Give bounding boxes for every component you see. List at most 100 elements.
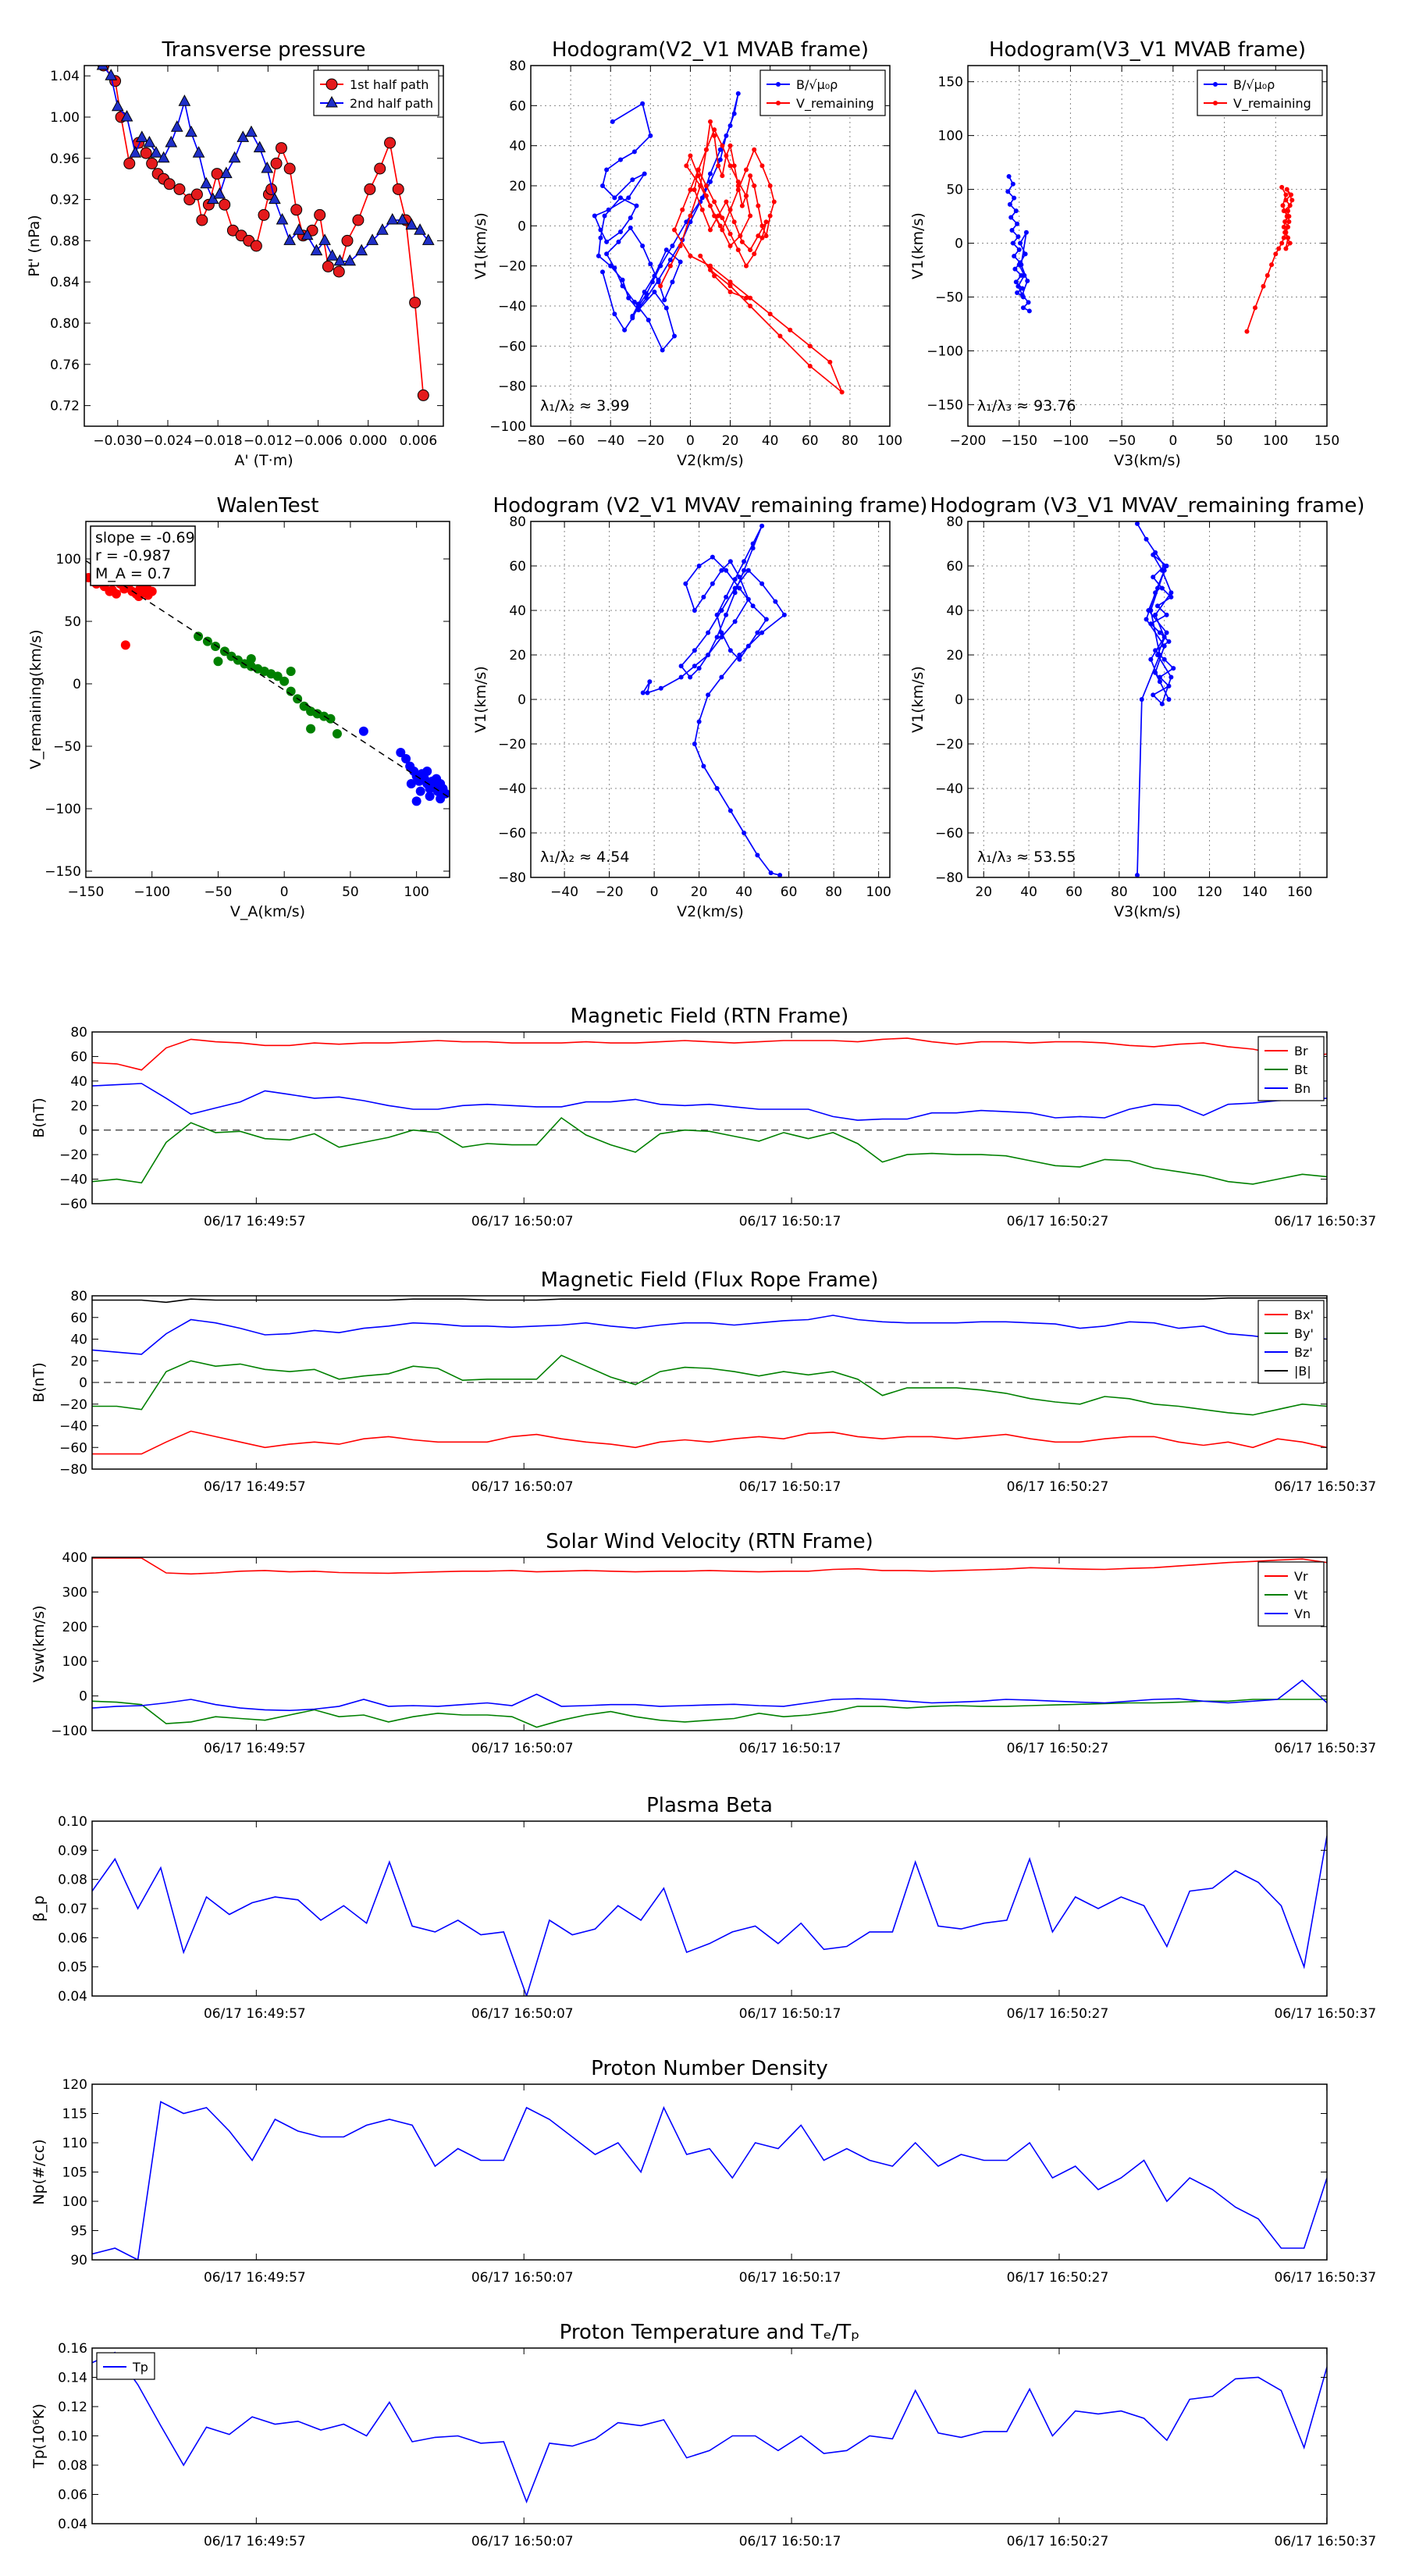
data-point [286,667,296,676]
data-point [767,183,773,188]
data-point [663,247,669,253]
x-tick-label: 100 [877,433,902,449]
x-tick-label: 06/17 16:50:27 [1007,2006,1109,2022]
y-tick-label: 40 [70,1332,87,1348]
data-point [712,133,717,138]
y-tick-label: 0 [79,1123,87,1139]
data-point [658,685,663,691]
data-point [712,127,717,133]
y-tick-label: 0.76 [50,358,80,373]
data-point [642,171,647,176]
data-point [698,253,703,258]
data-point [178,94,191,106]
data-point [1286,224,1291,229]
chart-panel-p8: Magnetic Field (Flux Rope Frame) −80 −60 −4… [30,1268,1376,1495]
y-tick-label: 20 [509,648,526,664]
y-tick-label: −60 [935,826,963,841]
data-point [1161,568,1167,573]
x-tick-label: 06/17 16:50:07 [471,1214,574,1229]
data-point [1287,240,1293,246]
data-point [807,343,813,349]
data-point [708,203,713,208]
y-tick-label: −100 [51,1724,87,1739]
data-point [386,212,399,225]
plot-area [92,1037,1327,1185]
data-point [358,726,368,736]
data-point [1281,208,1286,214]
plot-frame [91,1820,1328,1997]
x-tick-label: 06/17 16:50:37 [1274,2534,1376,2549]
data-point [406,779,416,788]
data-point [732,590,738,596]
y-tick-label: 300 [62,1585,87,1600]
chart-title-p4: WalenTest [217,494,319,518]
data-point [732,585,738,591]
data-point [717,147,723,152]
y-tick-label: 100 [62,2194,87,2210]
y-tick-label: 50 [64,614,81,630]
data-point [692,187,697,193]
y-tick-label: 0.92 [50,193,80,208]
y-tick-label: 80 [70,1289,87,1304]
data-point [192,146,205,158]
data-point [688,253,693,258]
data-point [1151,575,1156,580]
data-point [706,692,711,698]
data-point [200,176,213,189]
y-axis-label: V1(km/s) [472,212,489,279]
data-point [1159,585,1165,591]
data-point [279,676,290,686]
data-point [649,279,655,285]
data-point [737,585,742,591]
data-point [146,157,158,169]
data-point [684,163,689,169]
data-point [636,304,641,308]
data-point [333,265,345,278]
x-tick-label: 06/17 16:50:07 [471,2270,574,2286]
data-point [1015,221,1020,226]
data-point [425,792,435,801]
y-tick-label: 0.88 [50,233,80,249]
data-point [306,724,316,734]
data-point [1283,192,1289,197]
data-point [712,213,717,219]
legend-box [759,69,886,116]
data-point [1282,219,1288,224]
data-point [272,671,283,681]
data-point [719,608,724,613]
data-point [717,157,723,162]
data-point [1023,251,1028,257]
data-point [140,147,152,159]
plot-area [1134,521,1176,877]
data-point [246,654,256,664]
y-tick-label: 115 [62,2107,87,2122]
data-point [739,239,745,244]
data-point [742,831,747,835]
data-point [414,223,426,235]
data-point [678,259,683,265]
data-point [752,147,757,152]
data-point [773,599,778,604]
data-point [648,262,653,267]
x-tick-label: 06/17 16:50:37 [1274,1214,1376,1229]
data-point [120,640,130,650]
y-tick-label: 0 [518,692,526,708]
ratio-annotation: λ₁/λ₂ ≈ 4.54 [540,849,629,866]
data-point [672,333,677,339]
y-tick-label: 0 [955,692,963,708]
data-point [628,215,633,221]
series-line-Bt [92,1116,1327,1185]
chart-panel-p4: WalenTest −150 −100 −50 0 50 100 −150 −100 −50 0 50… [27,494,450,920]
data-point [622,327,628,333]
x-tick-label: 06/17 16:50:07 [471,1479,574,1495]
data-point [719,635,724,640]
data-point [253,141,266,153]
legend-marker [1213,101,1218,105]
plot-area [92,2101,1327,2260]
x-axis-label: V_A(km/s) [230,903,305,920]
y-tick-label: 95 [70,2224,87,2240]
data-point [745,568,751,573]
data-point [190,188,203,201]
data-point [720,227,725,233]
data-point [228,151,241,163]
